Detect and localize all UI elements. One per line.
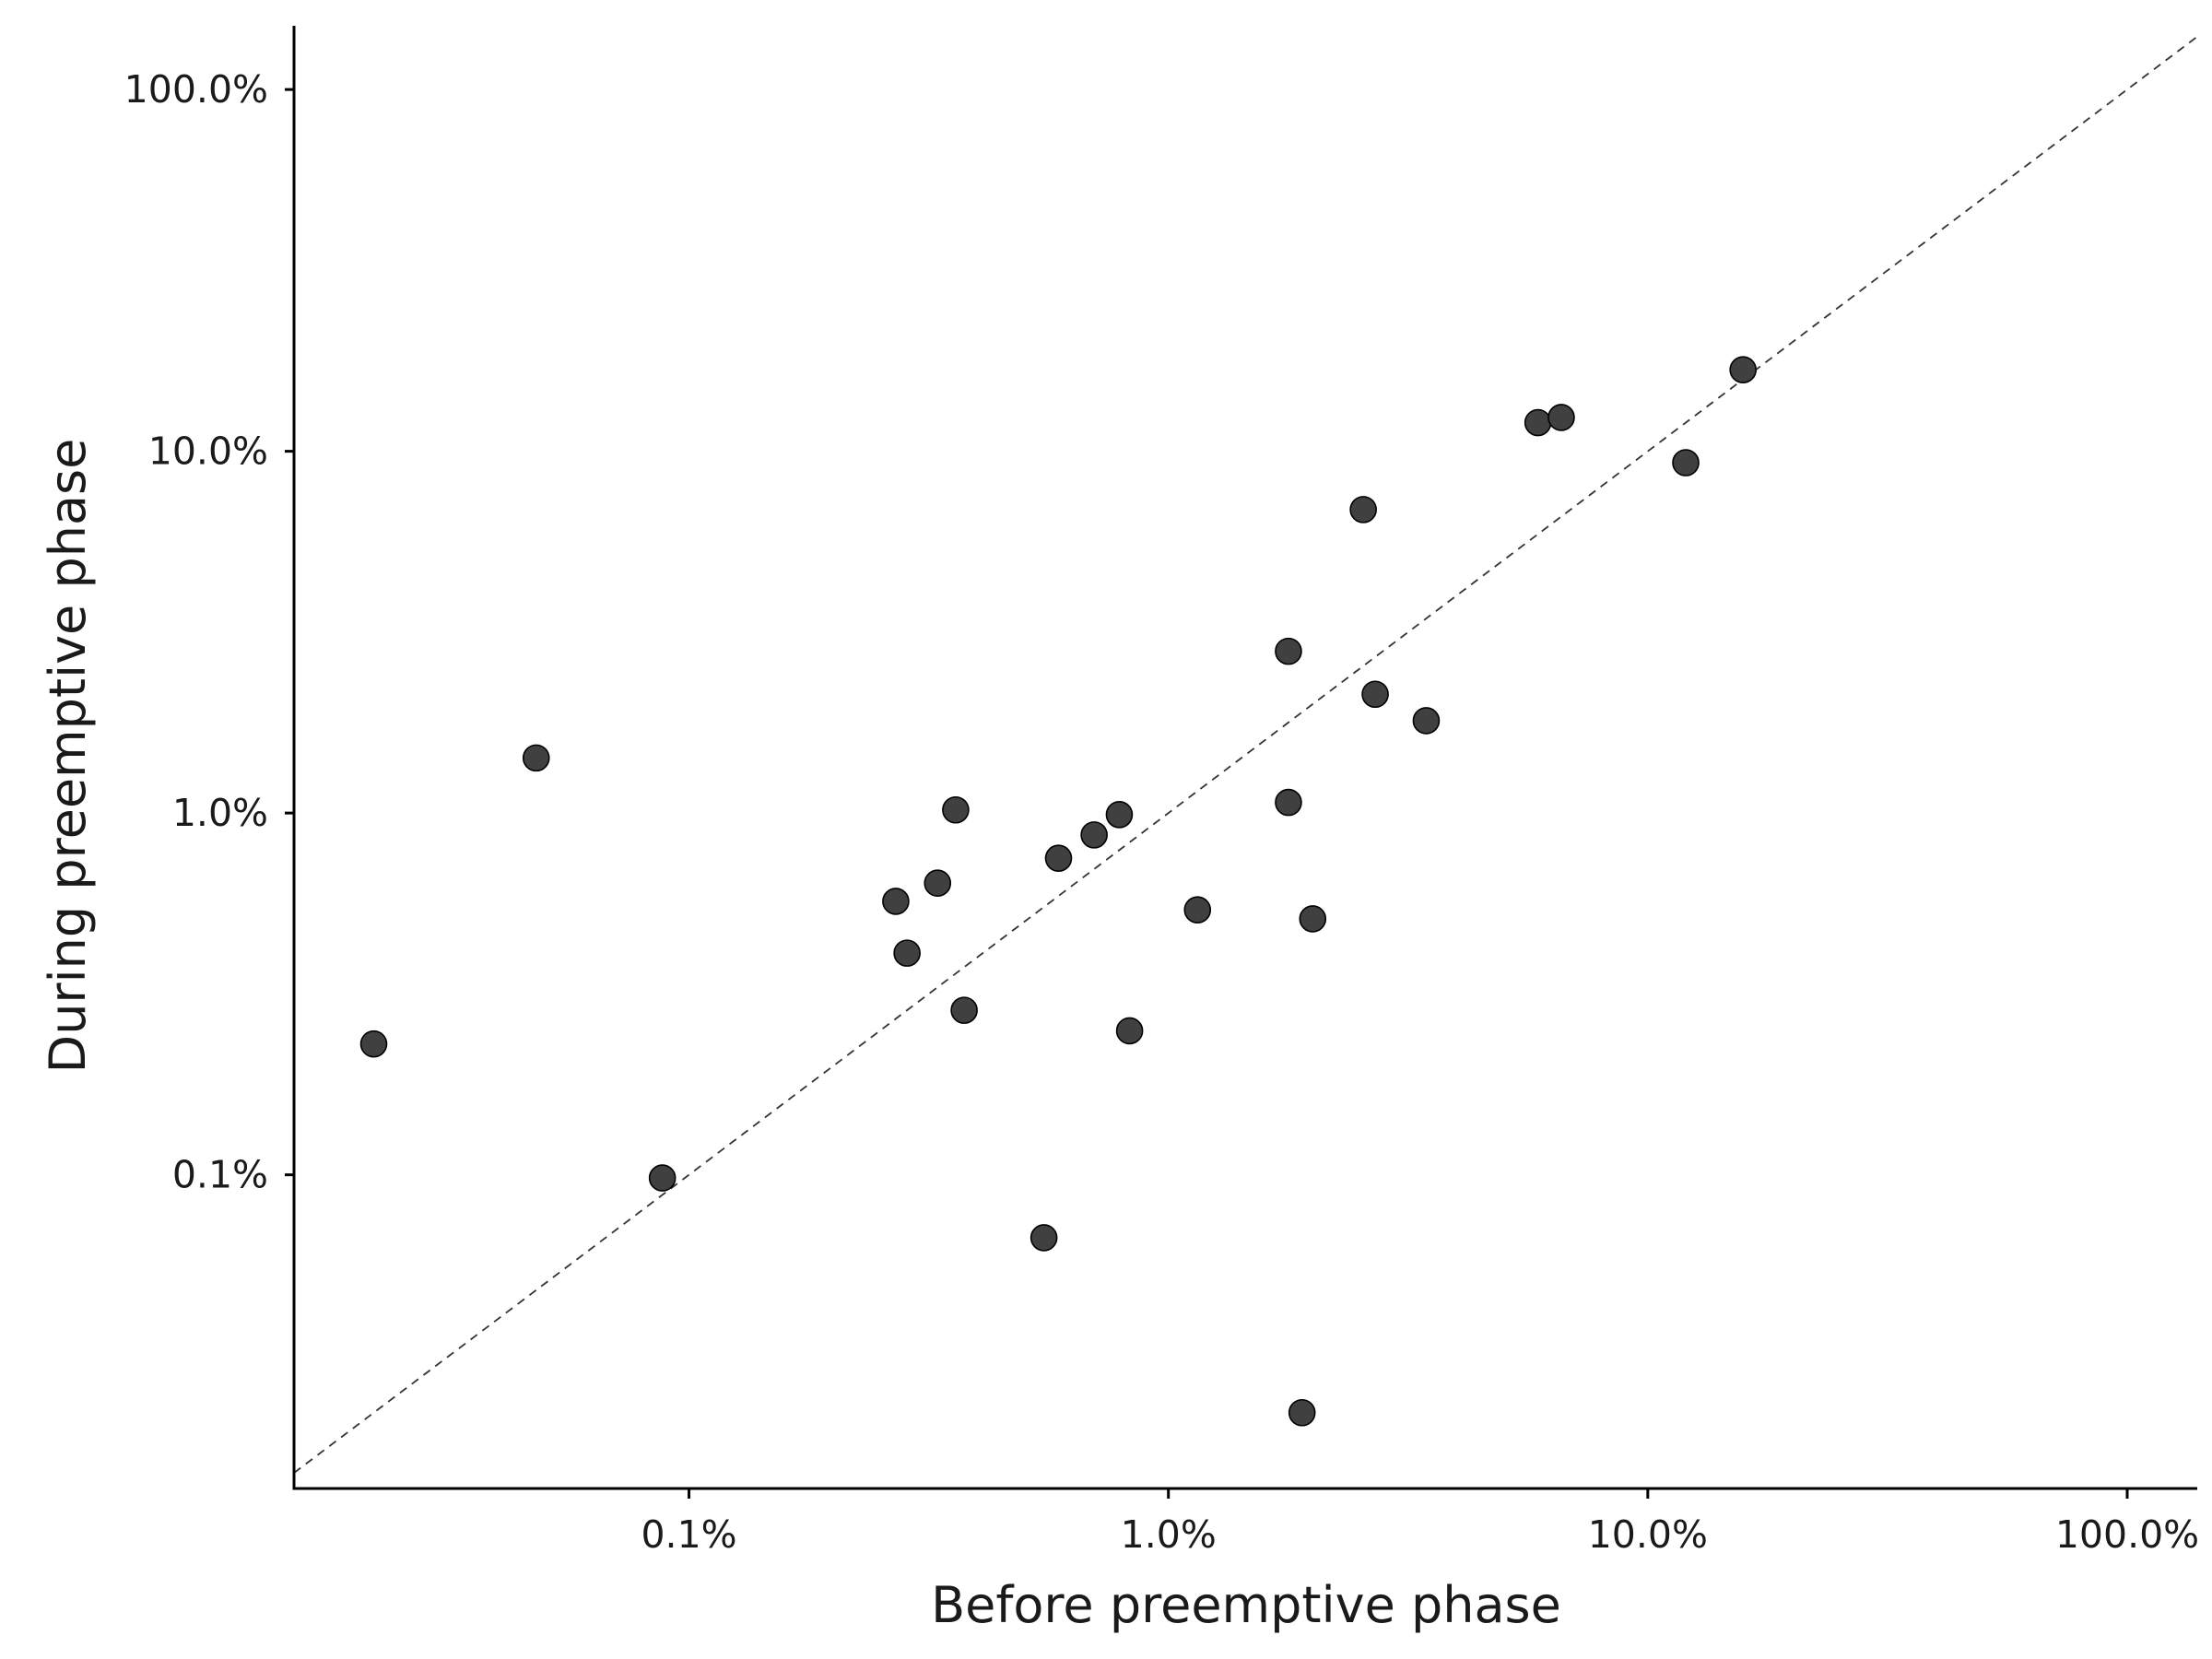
ticks-layer: 0.1% 1.0% 10.0% 100.0% 0.1% 1.0% 10.0% 100.0% bbox=[124, 67, 2200, 1557]
data-point-15 bbox=[1275, 637, 1302, 665]
x-tick-label: 10.0% bbox=[1588, 1512, 1708, 1557]
data-point-20 bbox=[1361, 680, 1389, 709]
y-axis-title: During preemptive phase bbox=[39, 439, 97, 1074]
data-point-2 bbox=[522, 744, 550, 772]
data-point-11 bbox=[1080, 821, 1108, 849]
reference-diagonal-line bbox=[293, 36, 2198, 1474]
data-point-10 bbox=[1044, 844, 1073, 872]
data-point-8 bbox=[950, 996, 978, 1024]
data-point-5 bbox=[893, 939, 921, 967]
x-tick-label: 0.1% bbox=[641, 1512, 736, 1557]
data-point-3 bbox=[648, 1164, 677, 1192]
data-point-23 bbox=[1547, 404, 1575, 431]
data-point-22 bbox=[1524, 408, 1552, 437]
data-point-7 bbox=[942, 795, 970, 824]
data-point-18 bbox=[1299, 905, 1327, 933]
data-point-9 bbox=[1030, 1224, 1058, 1252]
x-tick-label: 1.0% bbox=[1121, 1512, 1217, 1557]
data-point-6 bbox=[924, 869, 952, 898]
data-point-25 bbox=[1729, 356, 1757, 383]
data-point-21 bbox=[1412, 707, 1441, 735]
x-axis-title: Before preemptive phase bbox=[931, 1576, 1561, 1634]
data-point-19 bbox=[1349, 496, 1377, 524]
data-point-24 bbox=[1672, 449, 1700, 477]
data-point-13 bbox=[1115, 1017, 1144, 1045]
y-tick-label: 0.1% bbox=[172, 1153, 268, 1197]
data-point-14 bbox=[1183, 896, 1212, 924]
y-tick-label: 1.0% bbox=[172, 791, 268, 835]
data-point-16 bbox=[1275, 788, 1302, 817]
data-point-17 bbox=[1288, 1398, 1316, 1427]
data-point-12 bbox=[1105, 801, 1134, 829]
reference-line-layer bbox=[293, 36, 2198, 1474]
data-point-1 bbox=[359, 1030, 388, 1058]
axes-layer bbox=[292, 26, 2197, 1490]
x-tick-label: 100.0% bbox=[2055, 1512, 2199, 1557]
data-point-4 bbox=[882, 888, 910, 915]
data-points-layer bbox=[359, 356, 1757, 1427]
y-tick-label: 10.0% bbox=[148, 429, 268, 474]
y-tick-label: 100.0% bbox=[124, 67, 268, 112]
